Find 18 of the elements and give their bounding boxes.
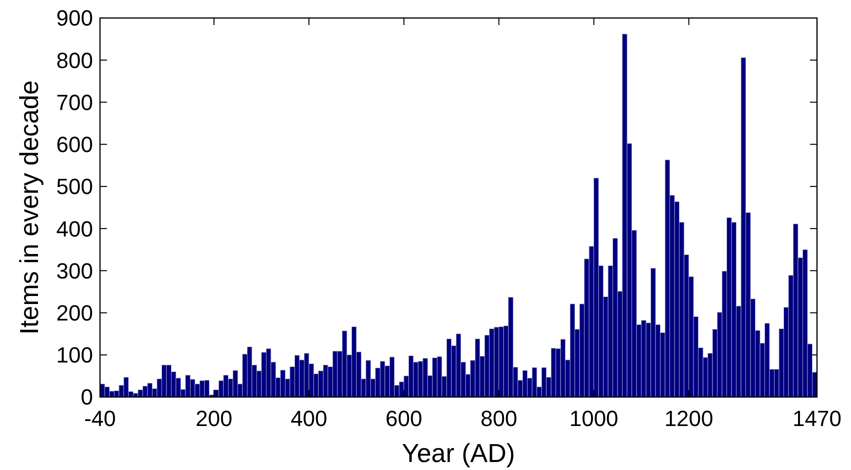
x-axis-title: Year (AD) [402,438,516,468]
x-tick-label: 800 [480,406,518,431]
y-tick-label: 700 [56,90,93,115]
y-tick-label: 200 [56,300,93,326]
y-tick-label: 400 [56,216,93,242]
y-axis-title: Items in every decade [14,80,44,335]
y-tick-label: 800 [56,48,93,73]
y-tick-label: 100 [56,342,93,368]
x-tick-label: 1000 [569,406,618,431]
y-tick-label: 900 [56,6,93,31]
x-tick-label: 1470 [792,406,842,431]
x-tick-label: 200 [196,406,232,431]
y-tick-label: 600 [56,132,93,158]
x-tick-label: 400 [290,406,328,431]
y-tick-label: 300 [56,258,93,284]
y-tick-label: 500 [56,174,93,200]
x-tick-label: 600 [386,406,422,431]
x-tick-label: 1200 [664,406,714,431]
